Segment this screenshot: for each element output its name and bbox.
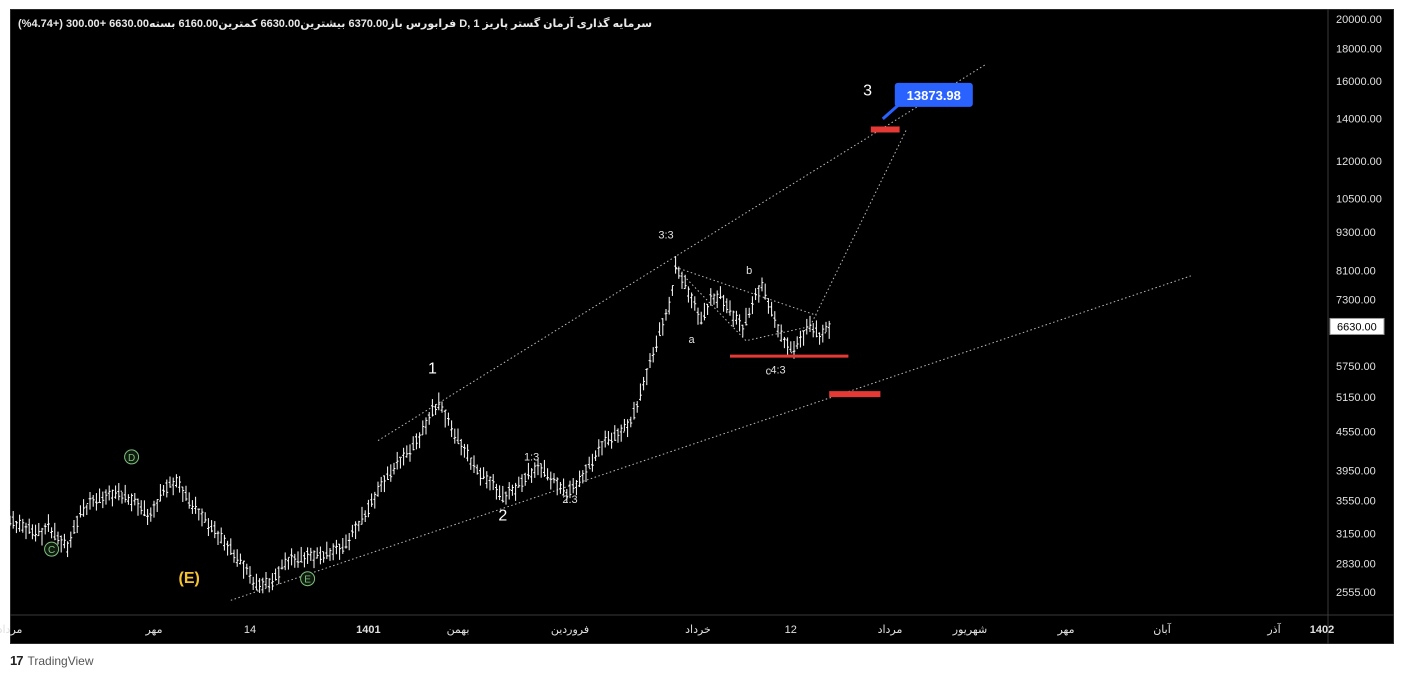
tradingview-brand: TradingView bbox=[27, 653, 94, 668]
upper-channel-line bbox=[377, 63, 987, 442]
target-zone-marker bbox=[870, 126, 900, 133]
wave-projection-line bbox=[675, 130, 907, 342]
x-tick-label: مهر bbox=[144, 624, 162, 636]
x-tick-label: آذر bbox=[1266, 622, 1281, 636]
y-tick-label: 2555.00 bbox=[1336, 587, 1376, 599]
y-tick-label: 10500.00 bbox=[1336, 193, 1382, 205]
wave-label: a bbox=[689, 334, 696, 346]
y-tick-label: 8100.00 bbox=[1336, 266, 1376, 278]
y-tick-label: 2830.00 bbox=[1336, 559, 1376, 571]
last-price-label: 6630.00 bbox=[1337, 321, 1377, 333]
x-tick-label: 1402 bbox=[1310, 624, 1334, 636]
wave-label: 3:3 bbox=[658, 229, 673, 241]
x-tick-label: خرداد bbox=[685, 624, 711, 636]
circled-wave-marker bbox=[300, 571, 316, 587]
x-tick-label: بهمن bbox=[447, 624, 470, 636]
wave-label: 2:3 bbox=[562, 494, 577, 506]
circled-wave-label: D bbox=[128, 453, 135, 464]
y-tick-label: 3550.00 bbox=[1336, 495, 1376, 507]
callout-bubble bbox=[894, 82, 973, 107]
circled-wave-marker bbox=[124, 449, 140, 465]
y-tick-label: 3950.00 bbox=[1336, 466, 1376, 478]
y-tick-label: 20000.00 bbox=[1336, 14, 1382, 26]
target-zone-marker bbox=[829, 391, 881, 398]
x-tick-label: آبان bbox=[1153, 622, 1171, 636]
x-tick-label: 12 bbox=[785, 624, 797, 636]
wave-label: 1:3 bbox=[524, 451, 539, 463]
x-tick-label: مرداد bbox=[878, 624, 903, 636]
wave-label: 4:3 bbox=[770, 364, 785, 376]
circled-wave-label: E bbox=[304, 575, 311, 586]
symbol-legend: سرمایه گذاری آرمان گستر پاریز 1 ,D فرابو… bbox=[18, 18, 653, 30]
wave-label: 3 bbox=[863, 82, 872, 99]
last-price-label-box bbox=[1329, 317, 1385, 335]
target-zone-marker bbox=[730, 354, 849, 358]
y-tick-label: 5150.00 bbox=[1336, 392, 1376, 404]
circled-wave-label: C bbox=[48, 545, 55, 556]
y-tick-label: 7300.00 bbox=[1336, 295, 1376, 307]
wave-label: 2 bbox=[498, 508, 507, 525]
wave-label: 1 bbox=[428, 360, 437, 377]
y-tick-label: 18000.00 bbox=[1336, 43, 1382, 55]
circled-wave-marker bbox=[44, 541, 60, 557]
chart-frame[interactable] bbox=[10, 9, 1394, 644]
tradingview-logo-icon: 17 bbox=[10, 653, 24, 668]
x-tick-label: 1401 bbox=[356, 624, 380, 636]
lower-channel-line bbox=[230, 275, 1191, 601]
x-tick-label: شهریور bbox=[952, 624, 987, 636]
x-tick-label: مهر bbox=[1056, 624, 1074, 636]
wave-label: c bbox=[766, 365, 772, 377]
y-tick-label: 9300.00 bbox=[1336, 227, 1376, 239]
x-tick-label: مرداد bbox=[0, 624, 23, 636]
y-tick-label: 4550.00 bbox=[1336, 426, 1376, 438]
x-tick-label: فروردین bbox=[551, 624, 589, 636]
triangle-top-line bbox=[675, 266, 817, 316]
y-tick-label: 16000.00 bbox=[1336, 76, 1382, 88]
y-tick-label: 12000.00 bbox=[1336, 156, 1382, 168]
y-tick-label: 3150.00 bbox=[1336, 529, 1376, 541]
y-tick-label: 14000.00 bbox=[1336, 113, 1382, 125]
callout-value: 13873.98 bbox=[907, 88, 961, 103]
x-tick-label: 14 bbox=[244, 624, 256, 636]
wave-label: b bbox=[746, 265, 752, 277]
wave-label: (E) bbox=[179, 570, 200, 587]
tradingview-attribution[interactable]: 17 TradingView bbox=[10, 653, 94, 668]
y-tick-label: 5750.00 bbox=[1336, 361, 1376, 373]
